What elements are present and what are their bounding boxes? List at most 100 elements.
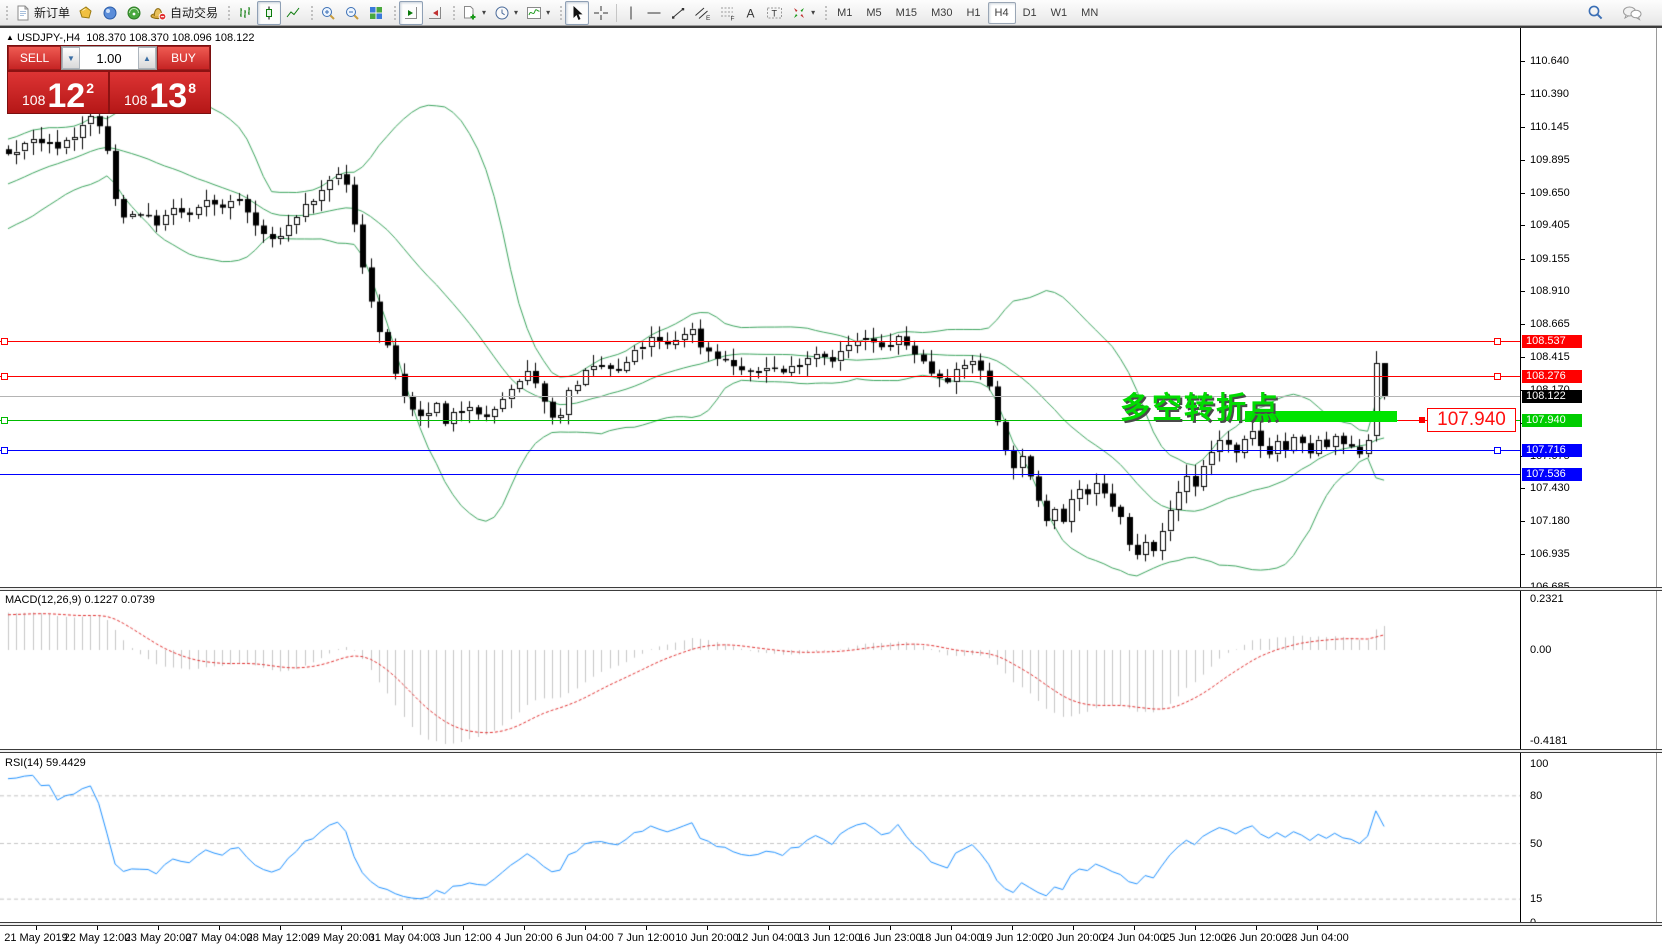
chart-annotation-text[interactable]: 多空转折点 — [1120, 392, 1280, 425]
axis-tick — [1521, 554, 1525, 555]
axis-label: 109.650 — [1530, 187, 1570, 199]
axis-label: 108.665 — [1530, 318, 1570, 330]
candlestick-mode-button[interactable] — [257, 0, 282, 25]
time-tick — [280, 926, 281, 930]
line-anchor-handle[interactable] — [1, 373, 8, 380]
chat-button[interactable] — [1618, 1, 1646, 25]
crosshair-tool-button[interactable] — [589, 1, 613, 25]
gold-symbol-button[interactable] — [74, 1, 98, 25]
chart-shift-button[interactable] — [399, 0, 424, 25]
horizontal-line-107.536[interactable] — [0, 474, 1520, 475]
toolbar-grip[interactable] — [226, 3, 232, 22]
pane-splitter[interactable] — [0, 587, 1662, 591]
timeframe-m1-button[interactable]: M1 — [837, 6, 853, 19]
horizontal-line-tool-button[interactable] — [642, 1, 666, 25]
line-anchor-handle[interactable] — [1494, 338, 1501, 345]
timeframe-mn-button[interactable]: MN — [1081, 6, 1099, 19]
axis-label: 80 — [1530, 790, 1543, 802]
timeframe-m15-button[interactable]: M15 — [895, 6, 918, 19]
time-tick — [219, 926, 220, 930]
axis-label: 110.145 — [1530, 121, 1569, 133]
toolbar-grip[interactable] — [823, 3, 829, 22]
time-label: 10 Jun 20:00 — [675, 932, 739, 944]
price-badge: 108.537 — [1522, 335, 1582, 348]
text-label-tool-button[interactable]: T — [762, 1, 787, 25]
sell-button[interactable]: SELL — [8, 46, 61, 70]
horizontal-line-108.276[interactable] — [0, 376, 1520, 377]
new-order-button[interactable]: 新订单 — [11, 1, 74, 25]
macd-canvas[interactable] — [0, 591, 1520, 748]
price-chart-canvas[interactable] — [0, 28, 1520, 587]
toolbar-grip[interactable] — [392, 3, 398, 22]
toolbar-grip[interactable] — [4, 3, 9, 22]
price-badge: 108.276 — [1522, 370, 1582, 383]
line-anchor-handle[interactable] — [1, 417, 8, 424]
timeframe-m5-button[interactable]: M5 — [866, 6, 882, 19]
line-chart-mode-button[interactable] — [281, 1, 305, 25]
price-label-anchor[interactable] — [1419, 417, 1425, 423]
timeframe-h1-button[interactable]: H1 — [966, 6, 981, 19]
indicators-menu-caret-icon: ▾ — [546, 8, 551, 17]
buy-button[interactable]: BUY — [157, 46, 210, 70]
toolbar-grip[interactable] — [558, 3, 564, 22]
collapse-triangle-icon[interactable]: ▲ — [6, 33, 14, 42]
line-anchor-handle[interactable] — [1494, 373, 1501, 380]
pane-splitter[interactable] — [0, 922, 1662, 926]
volume-increase-button[interactable]: ▲ — [138, 47, 156, 69]
time-label: 20 Jun 20:00 — [1041, 932, 1105, 944]
time-label: 27 May 04:00 — [185, 932, 253, 944]
volume-decrease-button[interactable]: ▼ — [62, 47, 80, 69]
timeframe-d1-button[interactable]: D1 — [1022, 6, 1037, 19]
toolbar-grip[interactable] — [451, 3, 457, 22]
cursor-tool-button[interactable] — [565, 0, 590, 25]
vertical-line-tool-button[interactable] — [620, 1, 642, 25]
sell-price-display[interactable]: 108 12 2 — [8, 72, 108, 113]
bar-chart-mode-button[interactable] — [233, 1, 257, 25]
macd-indicator-label: MACD(12,26,9) 0.1227 0.0739 — [5, 594, 155, 606]
tile-windows-button[interactable] — [364, 1, 388, 25]
text-tool-button[interactable]: A — [740, 1, 762, 25]
time-axis[interactable]: 21 May 2019 22 May 12:00 23 May 20:00 27 Ma… — [0, 926, 1662, 950]
signals-button[interactable] — [122, 1, 146, 25]
line-anchor-handle[interactable] — [1494, 447, 1501, 454]
line-anchor-handle[interactable] — [1, 338, 8, 345]
arrows-tool-button[interactable]: ▾ — [787, 1, 819, 25]
trendline-tool-button[interactable] — [666, 1, 690, 25]
timeframe-m30-button[interactable]: M30 — [931, 6, 953, 19]
toolbar-grip[interactable] — [309, 3, 315, 22]
price-axis[interactable]: 110.640 110.390 110.145 109.895 109.650 109.4… — [1520, 28, 1662, 929]
chart-window: 多空转折点 107.940 ▲ USDJPY-,H4 108.370 108.3… — [0, 28, 1662, 950]
highlight-bar[interactable] — [1245, 411, 1397, 422]
svg-text:A: A — [747, 6, 755, 20]
zoom-out-button[interactable] — [340, 1, 364, 25]
rsi-canvas[interactable] — [0, 753, 1520, 922]
price-label-box[interactable]: 107.940 — [1427, 408, 1516, 432]
indicators-menu-button[interactable]: ▾ — [522, 1, 554, 25]
fibonacci-tool-button[interactable]: F — [715, 1, 740, 25]
buy-price-display[interactable]: 108 13 8 — [110, 72, 210, 113]
timeframe-w1-button[interactable]: W1 — [1050, 6, 1068, 19]
time-tick — [1073, 926, 1074, 930]
market-watch-button[interactable] — [98, 1, 122, 25]
timeframes-menu-button[interactable]: ▾ — [490, 1, 522, 25]
search-button[interactable] — [1583, 1, 1608, 25]
volume-input[interactable] — [80, 47, 138, 69]
new-chart-button[interactable]: ▾ — [458, 1, 490, 25]
horizontal-line-107.716[interactable] — [0, 450, 1520, 451]
axis-label: -0.4181 — [1530, 735, 1568, 747]
autotrading-button[interactable]: 自动交易 — [146, 1, 222, 25]
horizontal-line-107.940[interactable] — [0, 420, 1520, 421]
timeframe-h4-button[interactable]: H4 — [987, 1, 1016, 24]
equidistant-channel-tool-button[interactable]: E — [690, 1, 715, 25]
time-tick — [768, 926, 769, 930]
pane-splitter[interactable] — [0, 749, 1662, 753]
time-label: 26 Jun 20:00 — [1224, 932, 1288, 944]
zoom-in-button[interactable] — [316, 1, 340, 25]
main-toolbar: 新订单 自动交易 — [0, 0, 1662, 26]
axis-label: 107.180 — [1530, 515, 1570, 527]
time-tick — [1012, 926, 1013, 930]
auto-scroll-button[interactable] — [423, 1, 447, 25]
symbol-title: USDJPY-,H4 — [16, 32, 81, 44]
line-anchor-handle[interactable] — [1, 447, 8, 454]
horizontal-line-108.537[interactable] — [0, 341, 1520, 342]
